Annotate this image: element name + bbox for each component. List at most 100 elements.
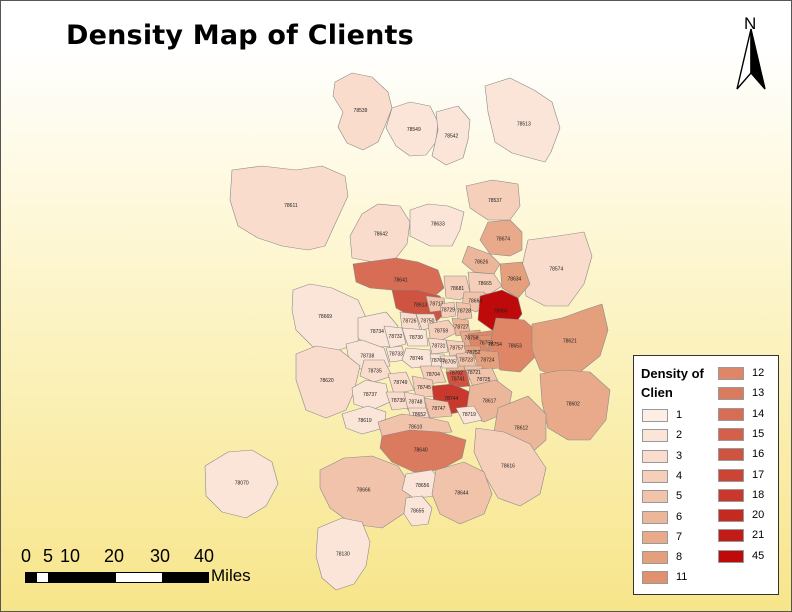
zip-label: 78602 bbox=[566, 402, 580, 408]
zip-label: 78617 bbox=[482, 399, 496, 405]
zip-label: 78612 bbox=[514, 426, 528, 432]
zip-label: 78681 bbox=[450, 286, 464, 292]
zip-label: 78737 bbox=[363, 392, 377, 398]
zip-label: 78730 bbox=[409, 335, 423, 341]
scale-tick: 40 bbox=[194, 546, 215, 566]
zip-label: 78656 bbox=[415, 483, 429, 489]
zip-area-78640 bbox=[379, 429, 467, 473]
legend-label: 7 bbox=[676, 530, 683, 543]
legend-label: 21 bbox=[752, 529, 765, 542]
north-arrow-label: N bbox=[744, 14, 757, 33]
zip-label: 78642 bbox=[374, 231, 388, 237]
zip-label: 78726 bbox=[403, 319, 417, 325]
legend-swatch bbox=[718, 488, 744, 502]
zip-label: 78758 bbox=[465, 336, 479, 342]
legend-swatch bbox=[642, 551, 668, 565]
zip-label: 78724 bbox=[481, 358, 495, 364]
zip-area-78542 bbox=[431, 105, 471, 166]
zip-area-78655 bbox=[403, 495, 433, 527]
zip-area-78616 bbox=[473, 427, 547, 507]
legend-swatch bbox=[718, 427, 744, 441]
legend-swatch bbox=[718, 367, 744, 380]
zip-area-78719 bbox=[455, 405, 483, 425]
zip-label: 78610 bbox=[408, 425, 422, 431]
zip-area-78732 bbox=[383, 325, 407, 349]
zip-label: 78574 bbox=[549, 267, 563, 273]
zip-area-78620 bbox=[295, 345, 361, 419]
zip-label: 78725 bbox=[477, 377, 491, 383]
zip-label: 78759 bbox=[434, 328, 448, 334]
zip-area-78749 bbox=[387, 371, 415, 395]
zip-label: 78702 bbox=[449, 371, 463, 377]
zip-label: 78633 bbox=[431, 221, 445, 227]
zip-label: 78513 bbox=[517, 121, 531, 127]
zip-label: 78728 bbox=[457, 309, 471, 315]
zip-label: 78734 bbox=[370, 329, 384, 335]
zip-label: 78732 bbox=[389, 334, 403, 340]
zip-label: 78704 bbox=[426, 372, 440, 378]
zip-label: 78744 bbox=[444, 396, 458, 402]
legend-label: 2 bbox=[676, 429, 683, 442]
zip-label: 78752 bbox=[467, 350, 481, 356]
zip-area-78539 bbox=[332, 72, 393, 151]
zip-label: 78070 bbox=[235, 480, 249, 486]
legend-label: 18 bbox=[752, 488, 765, 501]
legend-label: 11 bbox=[676, 571, 688, 584]
legend-label: 3 bbox=[676, 449, 683, 462]
legend-label: 1 bbox=[676, 409, 683, 421]
zip-label: 78616 bbox=[501, 464, 515, 470]
zip-area-78537 bbox=[465, 179, 521, 221]
zip-label: 78666 bbox=[357, 487, 371, 493]
legend-swatch bbox=[642, 449, 668, 463]
scale-tick: 0 bbox=[21, 546, 32, 566]
zip-area-78731 bbox=[427, 337, 449, 355]
zip-label: 78733 bbox=[389, 352, 403, 358]
zip-area-78642 bbox=[349, 203, 411, 263]
zip-area-78634 bbox=[499, 261, 531, 299]
legend-label: 45 bbox=[752, 549, 765, 562]
zip-label: 78741 bbox=[451, 377, 465, 383]
legend-swatch bbox=[642, 409, 668, 422]
legend-swatch bbox=[642, 530, 668, 544]
legend-label: 12 bbox=[752, 367, 765, 379]
zip-area-78729 bbox=[439, 301, 457, 319]
legend-swatch bbox=[718, 448, 744, 462]
zip-area-78621 bbox=[531, 303, 609, 379]
legend-swatch bbox=[642, 571, 668, 585]
zip-label: 78542 bbox=[444, 133, 458, 139]
zip-label: 78652 bbox=[412, 412, 426, 418]
zip-label: 78721 bbox=[467, 370, 481, 376]
scale-tick: 5 bbox=[43, 546, 54, 566]
zip-label: 78750 bbox=[421, 319, 435, 325]
legend-label: 5 bbox=[676, 490, 683, 503]
zip-label: 78619 bbox=[358, 418, 372, 424]
zip-label: 78130 bbox=[336, 551, 350, 557]
zip-label: 78754 bbox=[488, 342, 502, 348]
zip-label: 78655 bbox=[410, 509, 424, 515]
zip-label: 78717 bbox=[430, 302, 444, 308]
zip-area-78759 bbox=[427, 319, 459, 341]
legend-label: 15 bbox=[752, 427, 765, 440]
zip-label: 78729 bbox=[441, 308, 455, 314]
scale-tick: 30 bbox=[150, 546, 171, 566]
zip-area-78611 bbox=[229, 165, 349, 251]
legend-swatch bbox=[642, 490, 668, 504]
legend-swatch bbox=[642, 510, 668, 524]
zip-label: 78641 bbox=[394, 277, 408, 283]
zip-label: 78640 bbox=[414, 447, 428, 453]
zip-label: 78719 bbox=[462, 412, 476, 418]
zip-label: 78626 bbox=[474, 260, 488, 266]
legend-title: Density of Clien bbox=[641, 366, 704, 400]
zip-area-78644 bbox=[431, 461, 493, 525]
zip-label: 78537 bbox=[488, 198, 502, 204]
legend-label: 6 bbox=[676, 510, 683, 523]
zip-label: 78746 bbox=[409, 356, 423, 362]
zip-label: 78747 bbox=[432, 406, 446, 412]
zip-label: 78660 bbox=[494, 308, 508, 314]
legend-swatch bbox=[718, 509, 744, 523]
legend-swatch bbox=[718, 407, 744, 421]
zip-label: 78738 bbox=[360, 354, 374, 360]
map-title: Density Map of Clients bbox=[66, 20, 414, 51]
legend-label: 14 bbox=[752, 407, 765, 420]
zip-label: 78749 bbox=[394, 380, 408, 386]
